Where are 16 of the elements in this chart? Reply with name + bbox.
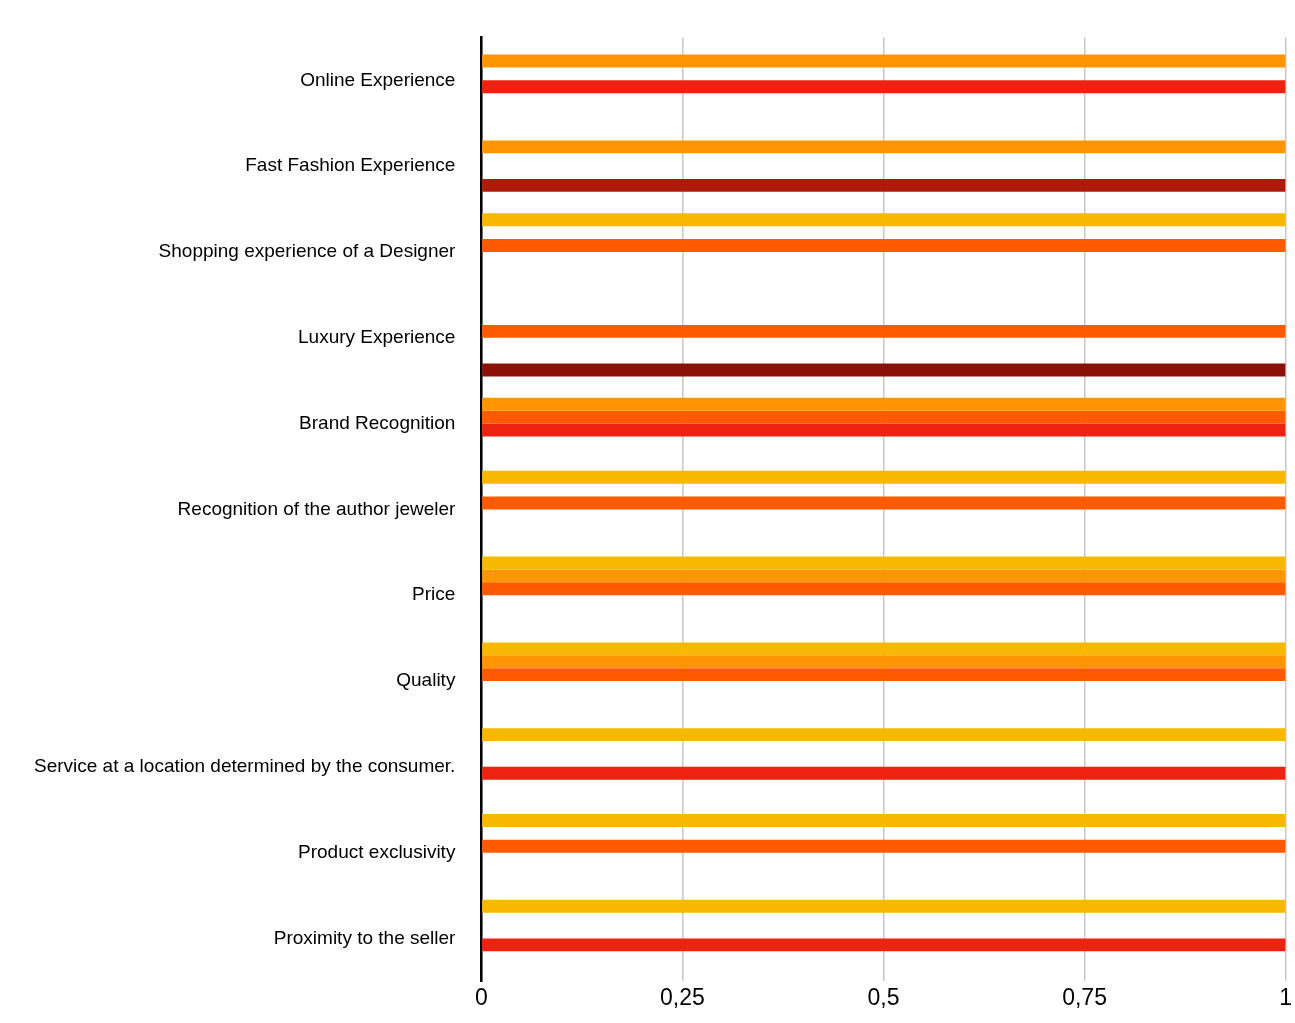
y-tick-label: Shopping experience of a Designer <box>158 240 457 262</box>
x-tick-label: 0 <box>475 983 488 1010</box>
y-tick-label: Recognition of the author jeweler <box>177 497 457 519</box>
x-tick-label: 1 <box>1279 983 1292 1010</box>
y-tick-label: Luxury Experience <box>298 326 456 347</box>
y-tick-label: Quality <box>396 669 456 691</box>
x-tick-label: 0,5 <box>867 983 900 1010</box>
y-tick-label: Fast Fashion Experience <box>245 154 456 176</box>
y-tick-label: Proximity to the seller <box>273 926 457 948</box>
x-tick-label: 0,75 <box>1062 983 1107 1010</box>
y-tick-label: Price <box>412 583 456 605</box>
y-tick-label: Product exclusivity <box>298 840 456 862</box>
y-tick-label: Service at a location determined by the consumer. <box>33 755 456 777</box>
y-tick-label: Brand Recognition <box>299 411 456 433</box>
y-tick-label: Online Experience <box>300 68 456 90</box>
x-tick-label: 0,25 <box>660 983 705 1010</box>
